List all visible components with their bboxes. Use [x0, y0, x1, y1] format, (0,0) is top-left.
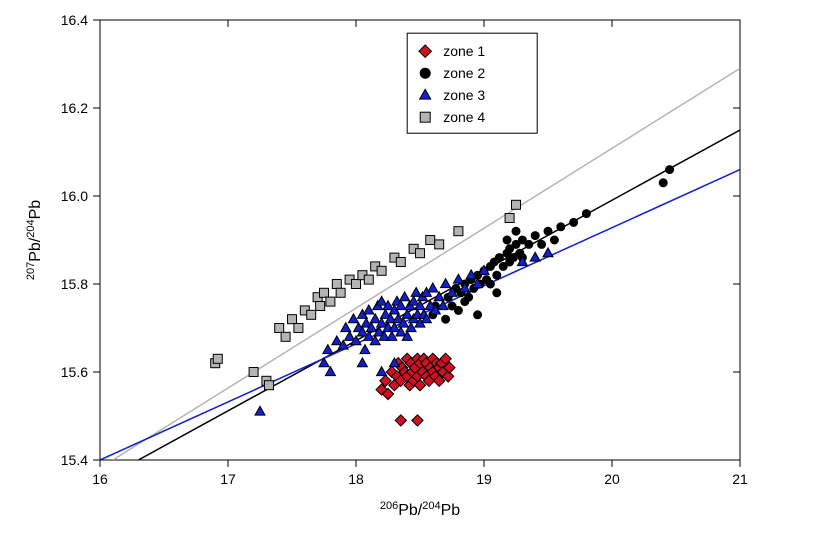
x-axis-title: 206Pb/204Pb [380, 500, 460, 519]
y-tick-label: 16.0 [61, 188, 88, 204]
y-tick-label: 15.6 [61, 364, 88, 380]
x-tick-label: 21 [732, 471, 748, 487]
series-zone-1 [376, 353, 455, 426]
y-tick-label: 16.4 [61, 12, 88, 28]
x-tick-label: 16 [92, 471, 108, 487]
legend-label: zone 1 [443, 43, 485, 59]
y-tick-label: 15.4 [61, 452, 88, 468]
legend: zone 1 zone 2 zone 3 zone 4 [407, 33, 537, 133]
y-axis-title: 207Pb/204Pb [25, 200, 44, 280]
y-tick-label: 15.8 [61, 276, 88, 292]
legend-label: zone 3 [443, 87, 485, 103]
x-tick-label: 19 [476, 471, 492, 487]
legend-label: zone 2 [443, 65, 485, 81]
series-zone-2 [429, 166, 674, 324]
y-tick-label: 16.2 [61, 100, 88, 116]
legend-label: zone 4 [443, 109, 485, 125]
series-zone-4 [211, 200, 521, 389]
pb-isotope-scatter: 16 17 18 19 20 21 15.4 15.6 15.8 16.0 16.2 16.4 206P… [0, 0, 825, 551]
x-tick-label: 20 [604, 471, 620, 487]
x-tick-label: 17 [220, 471, 236, 487]
chart-container: 16 17 18 19 20 21 15.4 15.6 15.8 16.0 16.2 16.4 206P… [0, 0, 825, 551]
x-tick-label: 18 [348, 471, 364, 487]
